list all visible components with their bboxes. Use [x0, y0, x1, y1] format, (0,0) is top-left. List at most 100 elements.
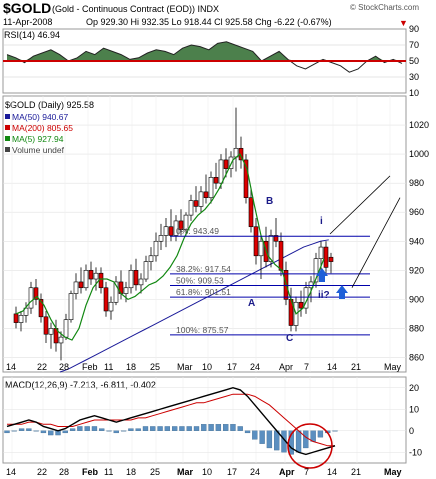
price-x-tick-label: 14: [327, 362, 337, 372]
candle-body: [258, 240, 264, 257]
histogram-bar: [150, 426, 156, 431]
candle-body: [58, 336, 64, 344]
macd-x-tick-label: 7: [304, 467, 309, 477]
price-tick-label: 940: [409, 236, 424, 246]
price-x-tick-label: 25: [150, 362, 160, 372]
histogram-bar: [4, 430, 10, 434]
candle-body: [18, 315, 24, 323]
up-arrow-icon: [336, 285, 348, 299]
candle-body: [48, 328, 54, 335]
candle-body: [78, 281, 84, 289]
candle-body: [253, 226, 259, 257]
candle-body: [128, 270, 134, 289]
histogram-bar: [266, 430, 273, 449]
macd-x-tick-label: 10: [202, 467, 212, 477]
histogram-bar: [230, 424, 236, 431]
macd-tick-label: -10: [409, 447, 422, 457]
candle-body: [108, 301, 114, 312]
macd-panel: MACD(12,26,9) -7.213, -6.811, -0.402 20 1…: [2, 376, 422, 477]
macd-x-tick-label: Mar: [177, 467, 194, 477]
candle-body: [143, 261, 149, 280]
histogram-bar: [193, 426, 200, 431]
price-tick-label: 980: [409, 178, 424, 188]
histogram-bar: [33, 430, 39, 432]
annotation-circle: [287, 423, 333, 469]
candle-body: [103, 287, 109, 312]
macd-tick-label: 0: [409, 426, 414, 436]
candle-body: [193, 200, 199, 207]
description: (Gold - Continuous Contract (EOD)) INDX: [52, 4, 219, 14]
candle-body: [323, 246, 329, 268]
macd-frame: [2, 376, 407, 464]
macd-x-tick-label: Feb: [82, 467, 99, 477]
candle-body: [248, 197, 254, 228]
candle-body: [73, 281, 79, 294]
price-x-tick-label: 17: [227, 362, 237, 372]
macd-x-tick-label: 25: [150, 467, 160, 477]
price-tick-label: 920: [409, 265, 424, 275]
candle-body: [298, 301, 304, 309]
rsi-title: RSI(14) 46.94: [4, 30, 60, 40]
wave-label: C: [286, 333, 293, 344]
candle-body: [133, 270, 139, 286]
macd-x-tick-label: 21: [351, 467, 361, 477]
histogram-bar: [142, 426, 149, 431]
chg-arrow-icon: ▼: [399, 18, 408, 28]
candle-body: [213, 177, 219, 184]
price-tick-label: 1000: [409, 149, 429, 159]
rsi-fill-area: [7, 41, 402, 61]
histogram-bar: [179, 426, 185, 431]
price-x-tick-label: 24: [250, 362, 260, 372]
histogram-bar: [252, 430, 258, 440]
legend-swatch: [5, 136, 10, 141]
price-x-tick-label: 14: [6, 362, 16, 372]
candle-body: [63, 319, 69, 338]
price-tick-label: 900: [409, 294, 424, 304]
candle-body: [13, 313, 19, 323]
macd-x-tick-label: 17: [227, 467, 237, 477]
wave-label: B: [266, 196, 273, 207]
legend-entry: MA(5) 927.94: [12, 134, 64, 144]
histogram-bar: [223, 424, 229, 431]
candle-body: [198, 191, 204, 207]
rsi-tick-label: 50: [409, 56, 419, 66]
candle-body: [208, 177, 214, 198]
candle-body: [218, 159, 224, 184]
candle-body: [243, 159, 249, 198]
signal-line: [7, 393, 335, 447]
macd-title: MACD(12,26,9) -7.213, -6.811, -0.402: [5, 380, 156, 390]
candle-body: [168, 226, 174, 236]
candle-body: [113, 281, 119, 303]
candle-body: [83, 270, 89, 289]
candle-body: [313, 258, 319, 283]
candle-body: [318, 246, 324, 259]
price-x-tick-label: 28: [59, 362, 69, 372]
ma5-line: [15, 153, 325, 341]
price-x-tick-label: Feb: [82, 362, 98, 372]
candle-body: [163, 226, 169, 236]
symbol: $GOLD: [3, 0, 51, 16]
rsi-line: [6, 41, 403, 73]
wave-label: A: [248, 298, 255, 309]
histogram-bar: [135, 428, 141, 431]
candle-body: [28, 287, 34, 309]
histogram-bar: [171, 426, 178, 431]
candle-body: [188, 200, 194, 216]
histogram-bar: [201, 424, 207, 431]
histogram-bar: [62, 430, 68, 434]
histogram-bar: [84, 426, 90, 431]
candle-body: [148, 255, 154, 262]
ma50-line: [59, 239, 329, 373]
candle-body: [268, 235, 274, 262]
price-x-tick-label: Mar: [177, 362, 193, 372]
histogram-bar: [26, 428, 32, 431]
candle-body: [278, 240, 284, 271]
macd-x-tick-label: 28: [59, 467, 69, 477]
histogram-bar: [244, 430, 251, 434]
rsi-tick-label: 70: [409, 40, 419, 50]
price-panel: $GOLD (Daily) 925.58 1020 1000 980 960 940 92…: [2, 95, 429, 373]
fib-label: 50%: 909.53: [176, 276, 224, 286]
candle-body: [43, 316, 49, 335]
credit: © StockCharts.com: [350, 3, 419, 12]
